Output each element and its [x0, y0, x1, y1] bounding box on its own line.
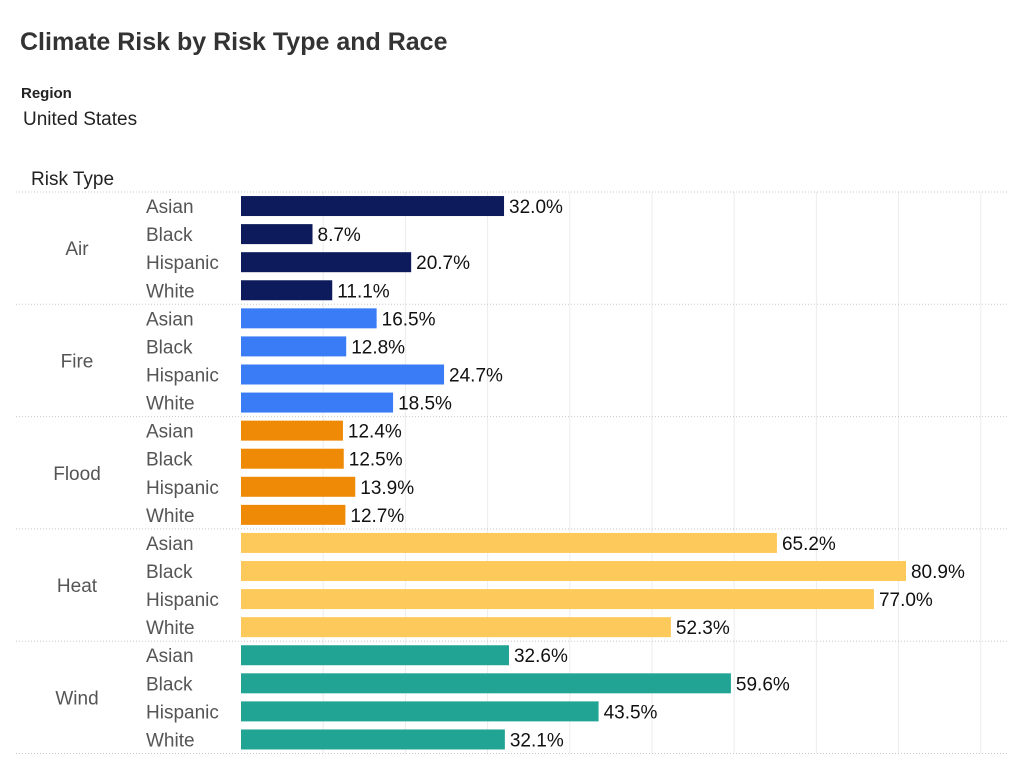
race-label: Asian — [146, 197, 194, 218]
race-label: White — [146, 506, 195, 527]
data-label: 65.2% — [782, 534, 836, 555]
bar-heat-hispanic[interactable] — [241, 589, 874, 610]
bar-flood-hispanic[interactable] — [241, 476, 356, 497]
bar-air-hispanic[interactable] — [241, 252, 412, 273]
risk-type-label-fire: Fire — [61, 351, 94, 372]
bar-flood-black[interactable] — [241, 448, 344, 469]
bar-wind-black[interactable] — [241, 673, 731, 694]
bar-fire-asian[interactable] — [241, 308, 377, 329]
race-label: Black — [146, 225, 193, 246]
risk-type-label-flood: Flood — [53, 464, 101, 485]
race-label: White — [146, 394, 195, 415]
race-label: White — [146, 618, 195, 639]
data-label: 12.7% — [350, 506, 404, 527]
data-label: 12.8% — [351, 337, 405, 358]
data-label: 32.6% — [514, 646, 568, 667]
race-label: Asian — [146, 534, 194, 555]
race-label: Asian — [146, 309, 194, 330]
bar-air-asian[interactable] — [241, 196, 505, 217]
data-label: 32.1% — [510, 730, 564, 751]
bar-wind-hispanic[interactable] — [241, 701, 599, 722]
data-label: 24.7% — [449, 365, 503, 386]
bar-fire-white[interactable] — [241, 392, 394, 413]
bar-fire-black[interactable] — [241, 336, 347, 357]
race-label: Hispanic — [146, 253, 219, 274]
data-label: 11.1% — [337, 281, 390, 302]
data-label: 80.9% — [911, 562, 965, 583]
race-label: Asian — [146, 422, 194, 443]
data-label: 43.5% — [604, 702, 658, 723]
data-label: 32.0% — [509, 197, 563, 218]
risk-type-label-heat: Heat — [57, 576, 98, 597]
race-label: Asian — [146, 646, 194, 667]
race-label: Hispanic — [146, 702, 219, 723]
bar-heat-black[interactable] — [241, 561, 906, 582]
data-label: 59.6% — [736, 674, 790, 695]
data-label: 12.4% — [348, 422, 402, 443]
bar-wind-white[interactable] — [241, 729, 505, 750]
bar-flood-asian[interactable] — [241, 420, 343, 441]
data-label: 13.9% — [360, 478, 414, 499]
race-label: White — [146, 730, 195, 751]
data-label: 77.0% — [879, 590, 933, 611]
bar-air-black[interactable] — [241, 224, 313, 245]
race-label: Black — [146, 337, 193, 358]
race-label: Black — [146, 674, 193, 695]
bar-fire-hispanic[interactable] — [241, 364, 445, 385]
risk-type-label-air: Air — [65, 239, 89, 260]
bar-heat-asian[interactable] — [241, 532, 777, 553]
race-label: Black — [146, 562, 193, 583]
data-label: 12.5% — [349, 450, 403, 471]
race-label: Black — [146, 450, 193, 471]
bar-wind-asian[interactable] — [241, 645, 509, 666]
bar-flood-white[interactable] — [241, 504, 346, 525]
race-label: Hispanic — [146, 478, 219, 499]
region-filter-value[interactable]: United States — [23, 109, 138, 130]
data-label: 18.5% — [398, 394, 452, 415]
region-filter-label: Region — [21, 85, 72, 102]
chart-title: Climate Risk by Risk Type and Race — [20, 28, 448, 56]
data-label: 16.5% — [382, 309, 436, 330]
risk-type-label-wind: Wind — [55, 688, 98, 709]
race-label: Hispanic — [146, 365, 219, 386]
data-label: 8.7% — [318, 225, 361, 246]
bar-air-white[interactable] — [241, 280, 333, 301]
risk-type-header: Risk Type — [31, 169, 115, 190]
bar-heat-white[interactable] — [241, 617, 671, 638]
race-label: White — [146, 281, 195, 302]
data-label: 52.3% — [676, 618, 730, 639]
race-label: Hispanic — [146, 590, 219, 611]
data-label: 20.7% — [416, 253, 470, 274]
